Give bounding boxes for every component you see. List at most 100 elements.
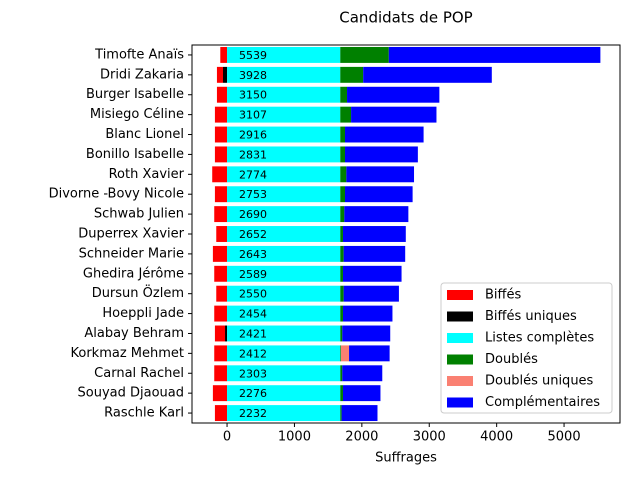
bar-segment <box>340 405 342 422</box>
x-tick-label: 0 <box>223 430 231 445</box>
bar-segment <box>214 186 228 203</box>
total-label: 5539 <box>239 49 267 62</box>
bar-segment <box>340 126 346 143</box>
bar-segment <box>214 206 228 223</box>
bar-segment <box>342 325 391 342</box>
legend-frame <box>440 282 613 414</box>
y-tick-label: Duperrex Xavier <box>78 227 184 242</box>
bar-segment <box>212 245 228 262</box>
bar-segment <box>351 106 437 123</box>
y-tick-label: Dridi Zakaria <box>100 67 184 82</box>
total-label: 2774 <box>239 168 267 181</box>
y-tick-label: Carnal Rachel <box>94 366 184 381</box>
y-tick-label: Hoeppli Jade <box>102 306 184 321</box>
total-label: 2916 <box>239 129 267 142</box>
bar-segment <box>347 86 440 103</box>
legend-swatch <box>447 333 473 343</box>
bar-segment <box>214 126 228 143</box>
total-label: 2454 <box>239 308 267 321</box>
legend-label: Biffés uniques <box>485 309 577 324</box>
bar-segment <box>345 186 413 203</box>
bar-segment <box>227 86 341 103</box>
bar-segment <box>345 146 418 163</box>
bar-segment <box>227 405 341 422</box>
bar-segment <box>340 325 343 342</box>
total-label: 2276 <box>239 387 267 400</box>
y-tick-label: Burger Isabelle <box>86 87 184 102</box>
bar-segment <box>340 245 344 262</box>
bar-segment <box>214 265 228 282</box>
bar-segment <box>227 126 341 143</box>
bar-segment <box>227 325 341 342</box>
y-tick-label: Ghedira Jérôme <box>83 266 184 281</box>
bar-segment <box>346 166 415 183</box>
legend-swatch <box>447 354 473 365</box>
total-label: 2550 <box>239 288 267 301</box>
y-tick-label: Schneider Marie <box>79 246 184 261</box>
total-label: 3107 <box>239 109 267 122</box>
total-label: 2421 <box>239 327 267 340</box>
bar-segment <box>214 345 228 362</box>
bar-segment <box>214 365 228 382</box>
bar-segment <box>227 146 341 163</box>
legend-label: Complémentaires <box>485 395 600 410</box>
bar-segment <box>223 66 228 83</box>
bar-segment <box>342 305 393 322</box>
bar-segment <box>227 186 341 203</box>
bar-segment <box>342 385 381 402</box>
total-label: 2753 <box>239 188 267 201</box>
chart-title: Candidats de POP <box>339 9 472 27</box>
bar-segment <box>343 285 399 302</box>
total-label: 2831 <box>239 148 267 161</box>
bar-segment <box>216 285 228 302</box>
bar-segment <box>340 46 389 63</box>
bar-segment <box>227 385 341 402</box>
y-tick-label: Timofte Anaïs <box>94 47 184 62</box>
bar-segment <box>214 106 228 123</box>
legend-swatch <box>447 290 473 300</box>
bar-segment <box>216 226 228 242</box>
bar-segment <box>340 265 343 282</box>
bar-segment <box>212 166 228 183</box>
bar-segment <box>349 345 390 362</box>
y-tick-label: Korkmaz Mehmet <box>70 346 184 361</box>
bar-segment <box>340 186 346 203</box>
bar-segment <box>214 146 228 163</box>
total-label: 2303 <box>239 367 267 380</box>
bar-segment <box>340 285 344 302</box>
bar-segment <box>340 226 343 242</box>
bar-segment <box>220 46 228 63</box>
total-label: 2652 <box>239 228 267 241</box>
y-tick-label: Bonillo Isabelle <box>86 147 184 162</box>
bar-segment <box>340 206 345 223</box>
legend-swatch <box>447 311 473 322</box>
total-label: 2643 <box>239 248 267 261</box>
bar-segment <box>227 285 341 302</box>
legend-label: Doublés uniques <box>485 374 594 389</box>
bar-segment <box>340 385 343 402</box>
legend-label: Biffés <box>485 288 521 303</box>
bar-segment <box>340 345 350 362</box>
y-tick-label: Misiego Céline <box>90 107 184 122</box>
bar-segment <box>340 365 343 382</box>
bar-segment <box>342 226 406 242</box>
x-tick-label: 1000 <box>278 430 311 445</box>
bar-segment <box>214 405 228 422</box>
bar-segment <box>227 365 341 382</box>
bar-segment <box>345 126 424 143</box>
x-axis-label: Suffrages <box>375 451 437 466</box>
y-tick-label: Dursun Özlem <box>92 284 184 301</box>
legend-label: Doublés <box>485 352 538 367</box>
y-tick-label: Divorne -Bovy Nicole <box>49 187 184 202</box>
bar-segment <box>388 46 601 63</box>
bar-segment <box>340 305 343 322</box>
plot-frame <box>191 44 621 424</box>
y-tick-label: Schwab Julien <box>94 207 184 222</box>
total-label: 2232 <box>239 407 267 420</box>
bar-segment <box>340 345 341 362</box>
y-tick-label: Souyad Djaouad <box>78 386 185 401</box>
total-label: 3150 <box>239 89 267 102</box>
total-label: 2690 <box>239 208 267 221</box>
bar-segment <box>363 66 492 83</box>
